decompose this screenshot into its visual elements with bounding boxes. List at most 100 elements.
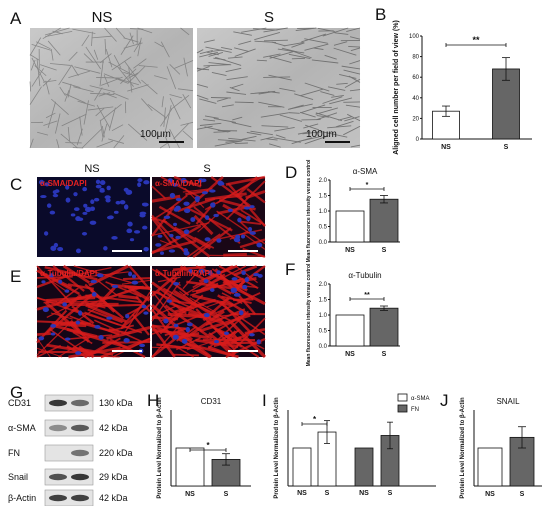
fluor-header-s: S [203,163,210,175]
cell-shape [29,37,42,56]
y-tick-label: 0.5 [319,225,328,231]
fiber [227,182,266,228]
fiber [118,294,139,300]
fiber [151,346,191,349]
cell-shape [56,139,60,149]
cell-shape [105,48,113,68]
nucleus [204,215,210,221]
x-tick-label: NS [185,491,195,498]
cell-shape [227,56,243,59]
nucleus [82,211,88,215]
wb-protein-label: Snail [8,472,28,482]
cell-shape [68,70,90,79]
nucleus [108,215,114,220]
cell-shape [269,50,295,59]
cell-shape [345,104,361,108]
cell-shape [203,119,216,122]
nucleus [125,189,133,195]
fiber [36,332,52,336]
nucleus [235,234,241,240]
panel-letter-d: D [285,163,297,182]
cell-shape [269,56,292,63]
nucleus [127,221,133,227]
cell-shape [213,131,231,133]
nucleus [65,184,70,190]
cell-shape [335,120,354,128]
cell-shape [274,127,295,132]
cell-shape [96,140,114,148]
cell-shape [42,27,61,40]
fiber [83,271,129,278]
nucleus [99,180,106,186]
cell-shape [91,35,112,39]
cell-shape [302,131,325,135]
nucleus [198,178,204,183]
fiber [173,294,204,322]
nucleus [133,230,141,234]
nucleus [249,205,255,209]
nucleus [237,217,242,223]
fiber [200,265,247,290]
fiber [151,222,210,237]
cell-shape [350,47,361,52]
nucleus [94,325,101,329]
bar-s [369,198,399,243]
chart-title: α-SMA [353,167,378,176]
cell-shape [45,112,56,119]
cell-shape [58,65,72,86]
nucleus [160,251,165,255]
nucleus [142,225,148,230]
nucleus [256,242,263,248]
nucleus [84,206,92,213]
fiber [177,197,216,213]
nucleus [169,233,174,238]
chart-tubulin-intensity: 0.0 0.5 1.0 1.5 2.0 Mean fluorescence intensi… [306,263,400,366]
nucleus [128,271,133,277]
x-tick-label: NS [359,490,369,497]
fluor-image-asma-s [151,175,266,258]
cell-shape [133,40,142,53]
nucleus [175,197,182,202]
nucleus [95,184,102,189]
cell-shape [333,41,348,46]
fiber [191,294,234,307]
cell-shape [79,116,83,136]
fiber [216,313,238,317]
nucleus [65,197,71,203]
cell-shape [288,53,311,59]
cell-shape [203,39,215,43]
nucleus [82,187,88,192]
nucleus [249,231,256,235]
nucleus [210,202,216,208]
cell-shape [323,131,348,138]
cell-shape [287,104,304,110]
cell-shape [210,97,231,99]
y-tick-label: 40 [412,96,419,102]
nucleus [217,180,224,186]
cell-shape [346,27,361,33]
nucleus [106,185,111,191]
cell-shape [343,69,361,75]
cell-shape [124,61,142,84]
cell-shape [111,124,124,132]
cell-shape [59,86,66,96]
panel-letter-h: H [147,391,159,410]
fiber [192,280,241,293]
significance-marker: * [206,441,210,450]
cell-shape [49,63,71,66]
nucleus [46,203,52,208]
nucleus [54,189,60,193]
nucleus [96,273,103,278]
cell-shape [341,65,361,70]
fiber [151,224,202,255]
nucleus [129,238,135,242]
chart-aligned-cells: 0 20 40 60 80 100 Aligned cell number per fiel… [393,20,532,155]
cell-shape [238,40,252,46]
nucleus [126,228,133,234]
nucleus [137,182,142,188]
fiber [186,342,239,359]
fiber [151,205,175,237]
cell-shape [213,117,237,123]
fiber [71,305,95,325]
